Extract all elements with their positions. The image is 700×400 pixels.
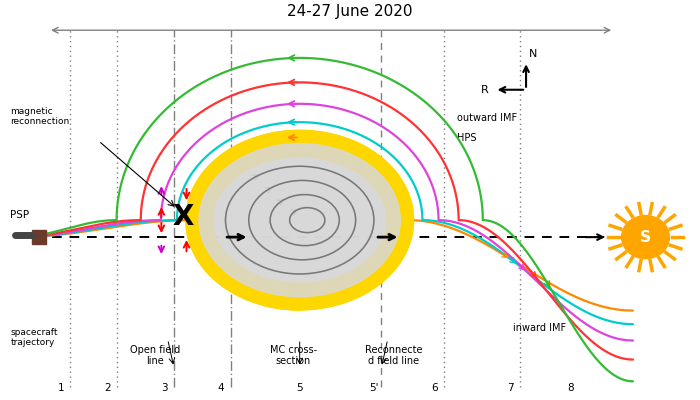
- Text: X: X: [173, 203, 194, 231]
- Text: HPS: HPS: [457, 133, 477, 143]
- Text: magnetic
reconnection: magnetic reconnection: [10, 107, 70, 126]
- Text: Open field
line: Open field line: [130, 345, 180, 366]
- Text: 3: 3: [161, 383, 168, 393]
- Title: 24-27 June 2020: 24-27 June 2020: [287, 4, 413, 19]
- Text: 6: 6: [432, 383, 438, 393]
- Ellipse shape: [199, 144, 400, 297]
- Text: S: S: [640, 230, 651, 245]
- Text: 5: 5: [296, 383, 303, 393]
- Text: R: R: [481, 85, 489, 95]
- Text: 7: 7: [507, 383, 514, 393]
- Text: spacecraft
trajectory: spacecraft trajectory: [10, 328, 58, 347]
- Text: 1: 1: [57, 383, 64, 393]
- Ellipse shape: [199, 144, 400, 297]
- Text: inward IMF: inward IMF: [514, 323, 566, 333]
- Text: 5': 5': [369, 383, 379, 393]
- Text: outward IMF: outward IMF: [457, 113, 517, 123]
- Text: 2: 2: [104, 383, 111, 393]
- Text: MC cross-
section: MC cross- section: [270, 345, 317, 366]
- Circle shape: [622, 216, 669, 259]
- Text: 8: 8: [567, 383, 573, 393]
- Bar: [32, 230, 46, 244]
- Text: N: N: [529, 48, 538, 58]
- Text: 4: 4: [218, 383, 225, 393]
- Text: PSP: PSP: [10, 210, 29, 220]
- Text: Reconnecte
d field line: Reconnecte d field line: [365, 345, 423, 366]
